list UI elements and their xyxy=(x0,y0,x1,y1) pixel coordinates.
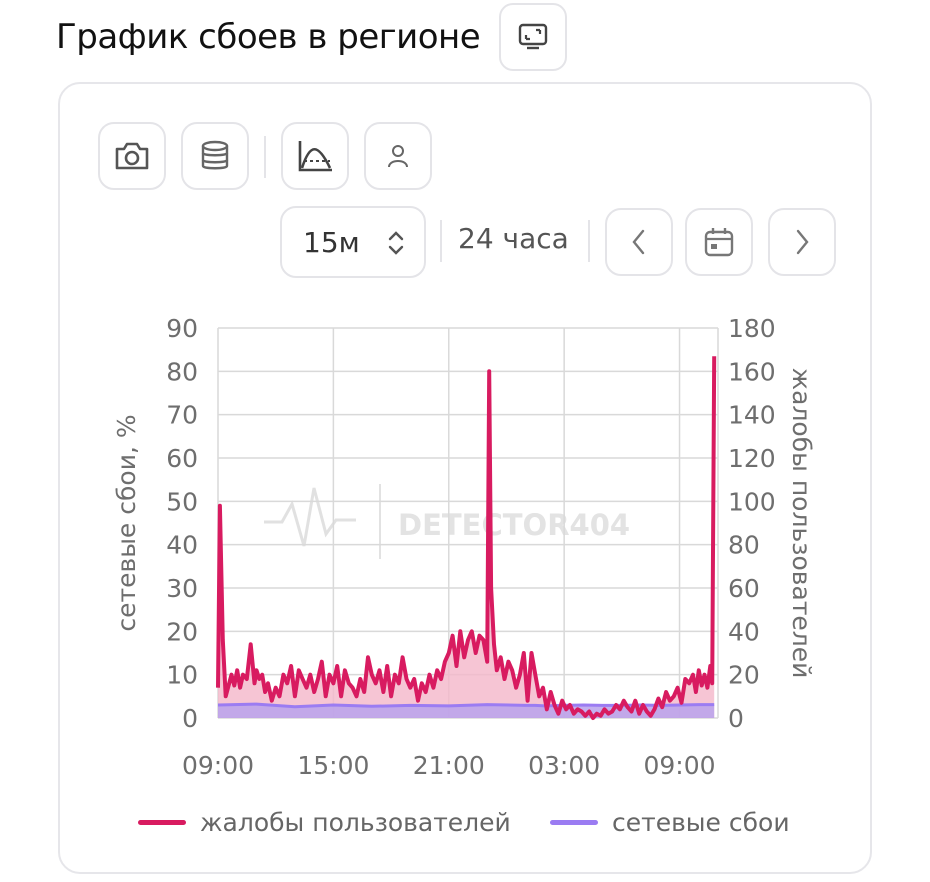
outage-chart: DETECTOR404 0 0 10 20 20 40 30 60 40 80 50 100 60 120 7… xyxy=(112,314,816,780)
calendar-button[interactable] xyxy=(685,208,753,276)
y-tick-right: 20 xyxy=(728,661,760,690)
interval-select[interactable]: 15м xyxy=(280,206,426,278)
y-tick-left: 50 xyxy=(166,487,198,516)
title-row: График сбоев в регионе xyxy=(56,2,481,72)
y-tick-right: 40 xyxy=(728,617,760,646)
legend-label: жалобы пользователей xyxy=(200,808,511,837)
chevron-right-icon xyxy=(796,229,809,255)
y-tick-right: 80 xyxy=(728,531,760,560)
next-period-button[interactable] xyxy=(768,208,836,276)
x-tick: 21:00 xyxy=(413,751,485,780)
toolbar-divider xyxy=(264,136,266,178)
monitor-icon xyxy=(518,23,548,50)
data-button[interactable] xyxy=(181,122,249,190)
x-tick: 03:00 xyxy=(528,751,600,780)
interval-value: 15м xyxy=(303,226,360,259)
watermark-text: DETECTOR404 xyxy=(398,508,630,542)
x-tick: 09:00 xyxy=(644,751,716,780)
fullscreen-button[interactable] xyxy=(499,3,567,71)
y-tick-left: 60 xyxy=(166,444,198,473)
database-icon xyxy=(201,140,229,170)
y-axis-title-right: жалобы пользователей xyxy=(787,368,816,679)
toolbar-divider xyxy=(588,220,590,262)
y-tick-left: 80 xyxy=(166,357,198,386)
prev-period-button[interactable] xyxy=(605,208,673,276)
y-tick-right: 140 xyxy=(728,401,776,430)
y-tick-left: 30 xyxy=(166,574,198,603)
chevron-left-icon xyxy=(632,229,645,255)
watermark-pulse-icon xyxy=(264,487,356,547)
y-axis-title-left: сетевые сбои, % xyxy=(112,414,141,631)
range-label: 24 часа xyxy=(458,222,569,255)
y-tick-left: 40 xyxy=(166,531,198,560)
y-tick-right: 60 xyxy=(728,574,760,603)
y-tick-left: 0 xyxy=(182,704,198,733)
user-button[interactable] xyxy=(364,122,432,190)
y-tick-left: 90 xyxy=(166,314,198,343)
y-tick-left: 20 xyxy=(166,617,198,646)
chevron-updown-icon xyxy=(388,231,404,255)
screenshot-button[interactable] xyxy=(98,122,166,190)
series-line-complaints xyxy=(216,356,717,720)
x-tick: 15:00 xyxy=(297,751,369,780)
y-tick-left: 70 xyxy=(166,401,198,430)
user-icon xyxy=(388,145,408,168)
chart-card: 15м 24 часа DETECTOR404 0 0 10 20 20 40 30 60 40 8… xyxy=(58,82,872,874)
legend-item-network[interactable]: сетевые сбои xyxy=(550,808,790,837)
y-tick-right: 160 xyxy=(728,357,776,386)
y-tick-left: 10 xyxy=(166,661,198,690)
page-title: График сбоев в регионе xyxy=(56,17,481,57)
legend-item-complaints[interactable]: жалобы пользователей xyxy=(138,808,511,837)
x-tick: 09:00 xyxy=(182,751,254,780)
chart-curve-icon xyxy=(298,141,332,172)
y-tick-right: 0 xyxy=(728,704,744,733)
chart-type-button[interactable] xyxy=(281,122,349,190)
legend-swatch xyxy=(138,820,186,825)
legend-label: сетевые сбои xyxy=(612,808,790,837)
y-tick-right: 120 xyxy=(728,444,776,473)
legend-swatch xyxy=(550,820,598,825)
y-tick-right: 180 xyxy=(728,314,776,343)
calendar-icon xyxy=(704,228,734,257)
y-tick-right: 100 xyxy=(728,487,776,516)
camera-icon xyxy=(115,142,149,170)
toolbar-divider xyxy=(440,220,442,262)
